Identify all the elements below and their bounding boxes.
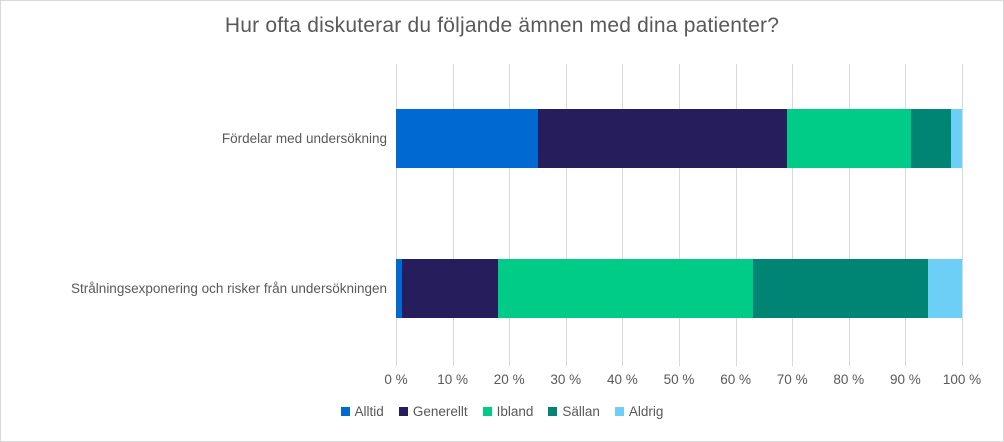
x-tick-label: 0 % xyxy=(384,372,408,387)
gridline xyxy=(565,64,567,366)
legend-item-alltid: Alltid xyxy=(340,404,384,419)
legend-label: Alltid xyxy=(354,404,384,419)
x-tick-label: 10 % xyxy=(437,372,468,387)
legend-label: Generellt xyxy=(412,404,468,419)
legend-item-sällan: Sällan xyxy=(548,404,600,419)
x-tick-label: 90 % xyxy=(890,372,921,387)
gridline xyxy=(792,64,794,366)
legend-label: Ibland xyxy=(496,404,534,419)
bar-segment-ibland xyxy=(786,109,912,168)
bar-segment-alltid xyxy=(396,259,402,318)
gridline xyxy=(622,64,624,366)
x-tick-label: 80 % xyxy=(833,372,865,387)
gridline xyxy=(452,64,454,366)
bar-segment-generellt xyxy=(537,109,787,168)
bar-segment-aldrig xyxy=(950,109,962,168)
category-label: Fördelar med undersökning xyxy=(221,131,387,146)
category-label: Strålningsexponering och risker från und… xyxy=(71,281,387,296)
x-tick-label: 60 % xyxy=(720,372,751,387)
bar-segment-aldrig xyxy=(928,259,962,318)
bar-segment-ibland xyxy=(497,259,753,318)
legend-item-generellt: Generellt xyxy=(398,404,468,419)
legend-swatch-icon xyxy=(548,407,558,416)
x-tick-label: 20 % xyxy=(493,372,525,387)
x-tick-label: 50 % xyxy=(663,372,695,387)
legend-label: Sällan xyxy=(562,404,600,419)
legend-swatch-icon xyxy=(340,407,350,416)
x-tick-label: 100 % xyxy=(942,372,982,387)
legend-item-ibland: Ibland xyxy=(482,404,534,419)
bar-row xyxy=(396,109,962,168)
legend-swatch-icon xyxy=(482,407,492,416)
bar-segment-alltid xyxy=(396,109,538,168)
gridline xyxy=(735,64,737,366)
gridline xyxy=(679,64,680,366)
chart-title: Hur ofta diskuterar du följande ämnen me… xyxy=(224,14,780,37)
gridline xyxy=(962,64,963,366)
bar-segment-sällan xyxy=(911,109,951,168)
legend-swatch-icon xyxy=(614,407,624,416)
legend-item-aldrig: Aldrig xyxy=(614,404,664,419)
bar-segment-generellt xyxy=(401,259,498,318)
x-tick-label: 30 % xyxy=(550,372,582,387)
gridline xyxy=(396,64,397,366)
x-tick-label: 40 % xyxy=(607,372,638,387)
x-tick-label: 70 % xyxy=(776,372,808,387)
bar-row xyxy=(396,259,962,318)
legend: Alltid Generellt Ibland Sällan Aldrig xyxy=(1,404,1003,419)
gridline xyxy=(848,64,850,366)
bar-segment-sällan xyxy=(752,259,929,318)
plot-area xyxy=(396,64,963,366)
gridline xyxy=(905,64,907,366)
gridline xyxy=(509,64,511,366)
legend-swatch-icon xyxy=(398,407,408,416)
legend-label: Aldrig xyxy=(628,404,664,419)
